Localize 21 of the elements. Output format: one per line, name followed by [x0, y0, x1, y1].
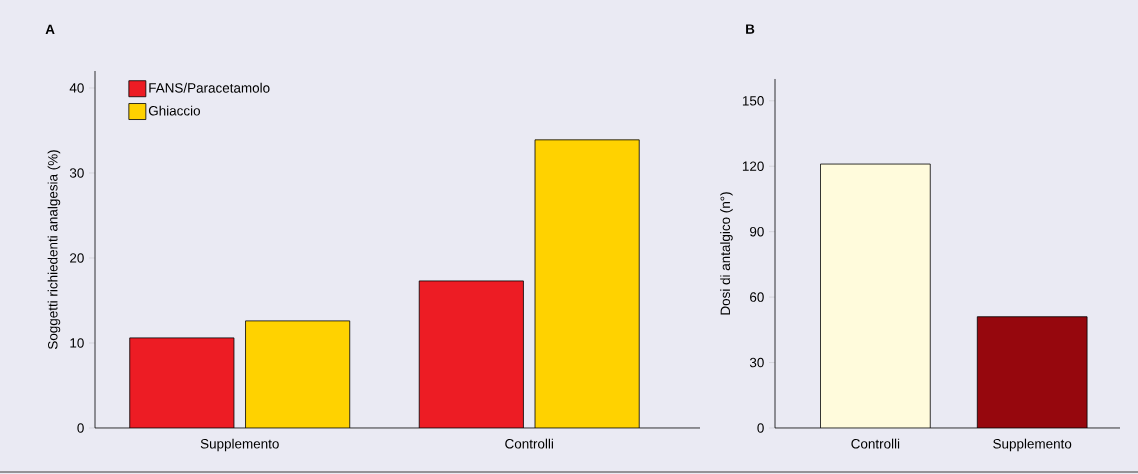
y-tick-label: 0	[757, 423, 764, 433]
chart-title: A	[45, 24, 55, 34]
y-tick-label: 90	[749, 226, 764, 237]
y-tick-label: 20	[70, 253, 84, 263]
x-tick-label: Supplemento	[993, 438, 1072, 452]
x-tick-label: Controlli	[505, 438, 553, 449]
y-tick-label: 30	[69, 168, 84, 178]
y-tick-label: 120	[742, 161, 764, 171]
x-tick-label: Controlli	[851, 438, 900, 449]
y-tick-label: 150	[742, 96, 764, 106]
y-tick-label: 40	[69, 83, 84, 93]
legend-label: FANS/Paracetamolo	[149, 82, 270, 93]
y-tick-label: 60	[750, 292, 764, 302]
y-tick-label: 0	[77, 423, 84, 433]
y-tick-label: 30	[749, 357, 764, 368]
chart-title: B	[746, 24, 755, 34]
legend-label: Ghiaccio	[148, 105, 201, 116]
y-axis-title: Soggetti richiedenti analgesia (%)	[47, 150, 61, 350]
x-tick-label: Supplemento	[200, 438, 279, 452]
y-axis-title: Dosi di antalgico (n°)	[720, 192, 733, 315]
y-tick-label: 10	[70, 338, 84, 348]
